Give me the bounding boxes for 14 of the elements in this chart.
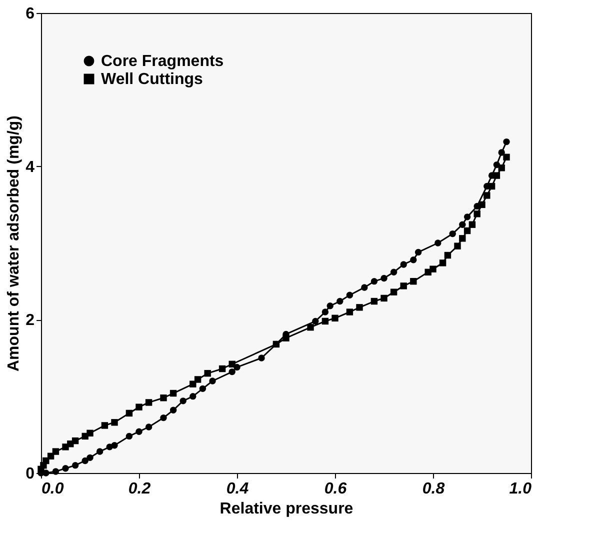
y-tick-label: 6 [26, 6, 35, 22]
x-tick-label: 0.2 [128, 480, 151, 498]
x-axis-title: Relative pressure [220, 500, 354, 518]
x-tick-label: 0.4 [226, 480, 249, 498]
x-tick-label: 1.0 [509, 480, 532, 498]
x-tick-label: 0.8 [422, 480, 445, 498]
x-tick-label: 0.0 [42, 480, 64, 498]
y-tick-label: 0 [26, 466, 35, 482]
y-axis-title: Amount of water adsorbed (mg/g) [6, 116, 23, 372]
legend-label: Well Cuttings [101, 71, 204, 88]
legend-label: Core Fragments [101, 53, 224, 70]
y-tick-label: 2 [26, 312, 35, 330]
x-tick-label: 0.6 [324, 480, 347, 498]
y-tick-label: 4 [26, 158, 35, 176]
